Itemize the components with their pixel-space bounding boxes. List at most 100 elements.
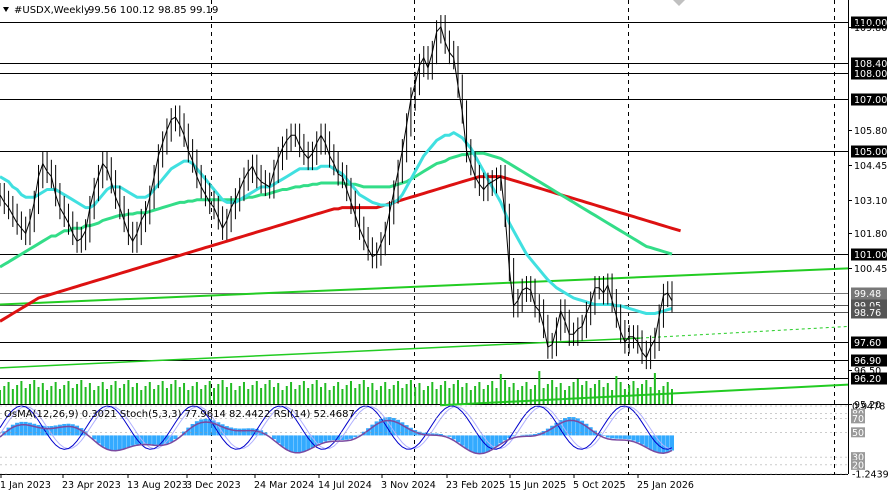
osma-bar — [640, 435, 645, 445]
price-grid — [0, 0, 849, 475]
volume-bar — [658, 390, 661, 404]
osma-bar — [6, 427, 11, 436]
osc-level-tag — [851, 452, 865, 463]
volume-bar — [444, 381, 447, 404]
volume-bar — [264, 384, 267, 404]
volume-bar — [422, 390, 425, 404]
volume-bar — [328, 390, 331, 404]
bottom-trendline — [439, 383, 849, 407]
volume-bar — [671, 389, 673, 404]
ohlc-values: 99.56 100.12 98.85 99.19 — [88, 5, 218, 16]
osma-bar — [387, 417, 392, 436]
oscillator-pane — [0, 405, 848, 475]
price-axis-label: 103.10 — [854, 196, 887, 207]
time-axis-label: 24 Mar 2024 — [254, 480, 314, 491]
price-tag-label: 108.40 — [854, 59, 887, 70]
osma-bar — [635, 435, 640, 443]
price-tag-label: 101.00 — [854, 250, 887, 261]
osc-axis-label: 50 — [852, 428, 864, 439]
osc-level-tag — [851, 427, 865, 438]
time-axis-label: 14 Jul 2024 — [318, 480, 372, 491]
volume-bar — [20, 381, 23, 404]
osma-bar — [293, 435, 298, 453]
osma-bar — [528, 434, 533, 436]
price-tag-label: 107.00 — [854, 95, 887, 106]
osma-bar — [169, 435, 174, 442]
osma-bar — [460, 435, 465, 446]
trendlines — [0, 267, 849, 407]
volume-bar — [478, 382, 481, 404]
osma-bar — [562, 418, 567, 436]
volume-bar — [238, 386, 241, 404]
osma-bar — [212, 420, 217, 436]
volume-bar — [418, 383, 421, 404]
osma-bar — [554, 422, 559, 436]
volume-bar — [101, 382, 104, 404]
collapse-arrow-icon[interactable] — [3, 7, 9, 12]
volume-bar — [397, 381, 400, 404]
upper-trendline — [0, 267, 849, 306]
rsi-line — [0, 419, 673, 455]
volume-bar — [337, 382, 340, 404]
volume-bar — [281, 390, 284, 404]
volume-bar — [367, 387, 370, 404]
osma-bar — [400, 422, 405, 436]
volume-bar — [183, 383, 186, 404]
osma-bar — [130, 435, 135, 446]
volume-bar — [217, 384, 220, 404]
time-axis-label: 25 Jan 2026 — [637, 480, 694, 491]
volume-bar — [576, 379, 579, 404]
osma-bar — [631, 435, 636, 441]
time-axis-label: 3 Dec 2023 — [186, 480, 241, 491]
volume-bar — [135, 383, 138, 404]
osma-bar — [207, 419, 212, 436]
volume-bar — [439, 385, 442, 404]
volume-bar — [551, 380, 554, 404]
volume-bar — [41, 383, 44, 404]
volume-bar — [114, 381, 117, 404]
osma-bar — [96, 435, 101, 444]
volume-bar — [538, 371, 541, 404]
volume-bar — [405, 384, 408, 404]
osma-bar — [507, 435, 512, 438]
volume-bar — [512, 383, 515, 404]
osma-bar — [374, 421, 379, 436]
osma-bar — [306, 435, 311, 450]
osma-bar — [27, 422, 32, 436]
volume-bar — [80, 380, 83, 404]
volume-bar — [84, 387, 87, 404]
osc-axis-label: 70 — [852, 414, 864, 425]
osma-bar — [284, 435, 289, 450]
volume-bar — [157, 385, 160, 404]
price-tag — [851, 145, 887, 158]
volume-bar — [465, 383, 468, 404]
osma-bar — [665, 435, 670, 453]
osma-bar — [280, 435, 285, 447]
volume-bar — [666, 382, 669, 404]
volume-bar — [123, 384, 126, 404]
osma-bar — [396, 419, 401, 436]
osma-bar — [36, 424, 41, 436]
osma-bar — [473, 435, 478, 454]
scroll-marker-icon[interactable] — [673, 0, 685, 6]
price-series — [0, 15, 682, 370]
price-axis-label: 96.50 — [854, 366, 881, 377]
osma-bar — [558, 420, 563, 436]
volume-bar — [529, 389, 532, 404]
volume-bar — [606, 383, 609, 404]
osma-bar — [378, 418, 383, 436]
osma-bar — [383, 417, 388, 436]
price-tag-label: 96.90 — [854, 356, 881, 367]
volume-bar — [7, 382, 10, 404]
volume-bar — [3, 386, 6, 404]
osma-bar — [156, 435, 161, 445]
price-tag — [851, 354, 887, 367]
osma-bar — [391, 417, 396, 436]
osma-bar — [199, 419, 204, 436]
osma-bar — [494, 435, 499, 447]
volume-bar — [602, 387, 605, 404]
price-tag-label: 97.60 — [854, 338, 881, 349]
volume-bar — [46, 390, 49, 404]
osma-bar — [45, 426, 50, 436]
